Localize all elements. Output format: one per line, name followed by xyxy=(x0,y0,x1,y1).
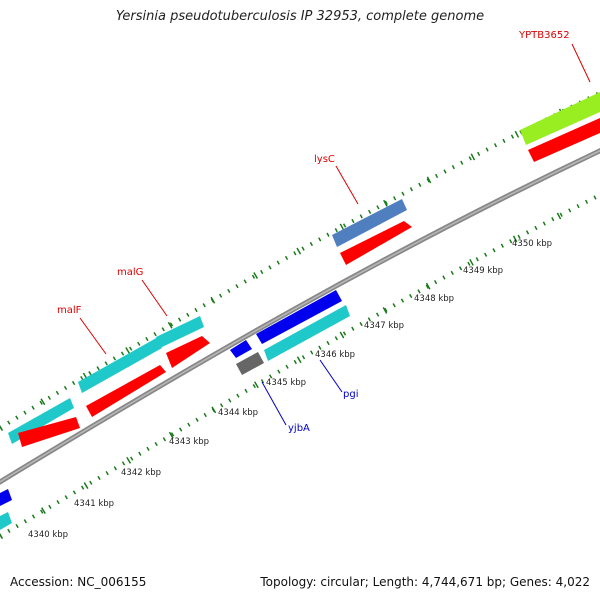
cds-feature[interactable] xyxy=(86,365,166,417)
gene-feature[interactable] xyxy=(0,512,12,530)
gene-label-lysC[interactable]: lysC xyxy=(314,154,335,165)
inner-tick-ruler xyxy=(0,192,600,538)
cds-feature[interactable] xyxy=(166,336,210,368)
gene-label-malF[interactable]: malF xyxy=(57,305,82,316)
leader-yjbA xyxy=(261,381,287,426)
leader-pgi xyxy=(319,359,343,393)
label-leaders xyxy=(79,43,591,426)
scale-label: 4350 kbp xyxy=(512,239,552,249)
scale-label: 4348 kbp xyxy=(414,294,454,304)
map-title: Yersinia pseudotuberculosis IP 32953, co… xyxy=(115,9,485,24)
gene-feature[interactable] xyxy=(78,337,162,393)
scale-label: 4349 kbp xyxy=(463,266,503,276)
gene-label-malG[interactable]: malG xyxy=(117,267,143,278)
genome-backbone-highlight xyxy=(0,149,600,483)
gene-labels: malF malG lysC YPTB3652 pgi yjbA xyxy=(57,30,570,434)
gene-label-YPTB3652[interactable]: YPTB3652 xyxy=(518,30,570,41)
scale-label: 4342 kbp xyxy=(121,468,161,478)
scale-label: 4346 kbp xyxy=(315,350,355,360)
accession-label: Accession: NC_006155 xyxy=(10,575,147,589)
forward-cds-features xyxy=(18,118,600,447)
leader-lysC xyxy=(335,165,359,205)
reverse-strand-features xyxy=(0,290,350,530)
gene-feature[interactable] xyxy=(0,489,12,506)
gene-feature[interactable] xyxy=(256,290,342,344)
gene-feature-pgi[interactable] xyxy=(264,305,350,361)
gene-feature-lysC[interactable] xyxy=(332,199,407,247)
leader-malF xyxy=(79,317,107,355)
gene-feature[interactable] xyxy=(156,316,204,348)
scale-label: 4341 kbp xyxy=(74,499,114,509)
forward-strand-features xyxy=(8,92,600,444)
gene-label-yjbA[interactable]: yjbA xyxy=(288,423,310,434)
scale-label: 4347 kbp xyxy=(364,321,404,331)
scale-label: 4344 kbp xyxy=(218,408,258,418)
gene-feature-yjbA[interactable] xyxy=(236,352,264,375)
gene-label-pgi[interactable]: pgi xyxy=(343,389,358,400)
scale-label: 4340 kbp xyxy=(28,530,68,540)
gene-feature[interactable] xyxy=(230,340,252,358)
scale-labels: 4340 kbp 4341 kbp 4342 kbp 4343 kbp 4344… xyxy=(28,239,552,540)
scale-label: 4343 kbp xyxy=(169,437,209,447)
genome-summary-label: Topology: circular; Length: 4,744,671 bp… xyxy=(260,575,590,589)
scale-label: 4345 kbp xyxy=(266,378,306,388)
cds-feature[interactable] xyxy=(528,118,600,162)
leader-malG xyxy=(141,279,168,317)
cds-feature[interactable] xyxy=(18,417,80,447)
cds-feature[interactable] xyxy=(340,221,412,265)
leader-YPTB3652 xyxy=(571,43,591,83)
inner-tick-ruler-major xyxy=(0,191,600,540)
gene-feature-YPTB3652[interactable] xyxy=(520,92,600,145)
